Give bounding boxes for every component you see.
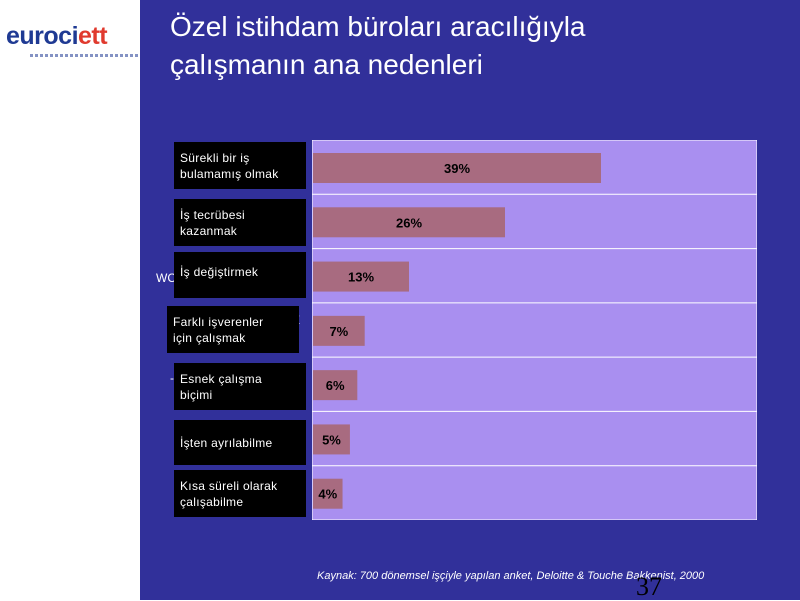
category-label-line: için çalışmak <box>173 330 246 345</box>
category-label-6: İşten ayrılabilme <box>174 420 306 465</box>
bar-4 <box>313 315 365 346</box>
category-label-text: Esnek çalışma biçimi <box>180 371 262 403</box>
eurociett-logo: eurociett <box>6 22 138 66</box>
data-label-6: 5% <box>322 432 341 447</box>
bar-5 <box>313 370 358 401</box>
category-label-text: Kısa süreli olarak çalışabilme <box>180 478 277 510</box>
category-label-line: Farklı işverenler <box>173 314 264 329</box>
category-label-line: çalışabilme <box>180 494 244 509</box>
logo-panel <box>0 0 140 600</box>
data-label-2: 26% <box>396 215 422 230</box>
category-label-line: biçimi <box>180 387 213 402</box>
data-label-1: 39% <box>444 161 470 176</box>
data-label-5: 6% <box>326 378 345 393</box>
stray-label-left: WC <box>156 271 176 285</box>
category-label-line: bulamamış olmak <box>180 166 279 181</box>
category-label-1: Sürekli bir iş bulamamış olmak <box>174 142 306 189</box>
category-label-line: kazanmak <box>180 223 238 238</box>
title-line-1: Özel istihdam büroları aracılığıyla <box>170 11 586 42</box>
category-label-7: Kısa süreli olarak çalışabilme <box>174 470 306 517</box>
bar-chart: 39% 26% 13% 7% 6% 5% 4% <box>312 140 757 520</box>
category-label-text: İş tecrübesi kazanmak <box>180 207 245 239</box>
category-label-line: Sürekli bir iş <box>180 150 250 165</box>
bar-7 <box>313 478 343 509</box>
slide-title: Özel istihdam büroları aracılığıyla çalı… <box>170 8 770 84</box>
category-label-line: İş değiştirmek <box>180 265 259 279</box>
category-label-2: İş tecrübesi kazanmak <box>174 199 306 246</box>
category-label-line: Kısa süreli olarak <box>180 478 278 493</box>
category-label-line: Esnek çalışma <box>180 371 262 386</box>
data-label-3: 13% <box>348 270 374 285</box>
category-label-text: Sürekli bir iş bulamamış olmak <box>180 150 279 182</box>
category-label-line: İşten ayrılabilme <box>180 435 273 450</box>
data-label-4: 7% <box>329 324 348 339</box>
category-label-text: Farklı işverenler için çalışmak <box>173 314 263 346</box>
logo-tagline <box>30 54 138 57</box>
bar-3 <box>313 261 409 292</box>
category-label-text: İş değiştirmek <box>180 264 258 280</box>
source-note: Kaynak: 700 dönemsel işçiyle yapılan ank… <box>317 570 705 582</box>
category-label-3: İş değiştirmek <box>174 252 306 298</box>
category-label-5: Esnek çalışma biçimi <box>174 363 306 410</box>
page-number: 37 <box>636 572 662 601</box>
logo-wordmark: eurociett <box>6 22 108 50</box>
category-label-4: Farklı işverenler için çalışmak <box>167 306 299 353</box>
bar-2 <box>313 207 505 238</box>
plot-area <box>312 140 757 520</box>
data-label-7: 4% <box>318 487 337 502</box>
bar-1 <box>313 153 601 183</box>
category-label-line: İş tecrübesi <box>180 207 245 222</box>
bar-6 <box>313 424 350 455</box>
category-label-text: İşten ayrılabilme <box>180 435 272 451</box>
title-line-2: çalışmanın ana nedenleri <box>170 49 483 80</box>
stray-dash: - <box>170 371 174 385</box>
